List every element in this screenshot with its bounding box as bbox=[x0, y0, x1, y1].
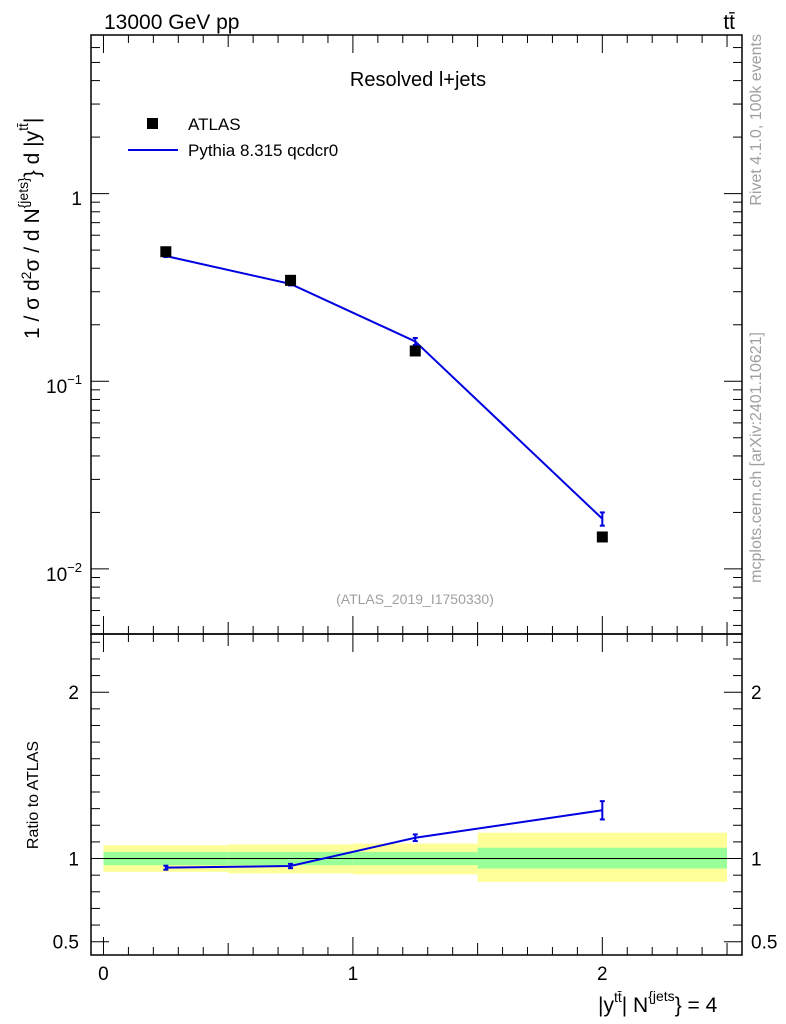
ratio-line bbox=[165, 809, 603, 869]
side-label-rivet: Rivet 4.1.0, 100k events bbox=[748, 34, 765, 206]
ratio-y-tick-label-right: 0.5 bbox=[751, 933, 777, 954]
legend-atlas-label: ATLAS bbox=[188, 115, 241, 134]
ratio-y-tick-label-left: 0.5 bbox=[53, 933, 79, 954]
legend-pythia-label: Pythia 8.315 qcdcr0 bbox=[188, 141, 338, 160]
x-tick-label: 1 bbox=[348, 964, 359, 985]
ratio-y-tick-label-left: 1 bbox=[68, 850, 79, 871]
header-right: tt̄ bbox=[723, 11, 735, 34]
ratio-y-tick-label-left: 2 bbox=[68, 683, 79, 704]
atlas-data-point bbox=[285, 274, 297, 286]
background-layer bbox=[103, 832, 728, 882]
plot-title: Resolved l+jets bbox=[350, 69, 486, 91]
atlas-data-point bbox=[596, 531, 608, 543]
x-tick-label: 0 bbox=[98, 964, 109, 985]
side-label-mcplots: mcplots.cern.ch [arXiv:2401.10621] bbox=[748, 332, 765, 583]
y-tick-label-0.1: 10−1 bbox=[46, 372, 82, 398]
ratio-y-tick-label-right: 1 bbox=[751, 850, 762, 871]
ratio-ylabel: Ratio to ATLAS bbox=[25, 741, 42, 849]
main-ylabel: 1 / σ d2σ / d N{jets}} d |ytt̄| bbox=[15, 118, 44, 339]
chart-marks: 0 1 2 0.5 0.5 1 1 2 2 bbox=[53, 34, 777, 985]
x-axis-label: |ytt̄| N{jets} = 4 bbox=[598, 988, 718, 1017]
y-tick-label-1: 1 bbox=[71, 189, 82, 210]
ratio-frame bbox=[90, 633, 743, 956]
atlas-data-point bbox=[409, 345, 421, 357]
x-tick-label: 2 bbox=[597, 964, 608, 985]
ratio-y-tick-label-right: 2 bbox=[751, 683, 762, 704]
atlas-data-point bbox=[160, 246, 172, 258]
analysis-label: (ATLAS_2019_I1750330) bbox=[336, 591, 494, 607]
legend-atlas-marker bbox=[147, 118, 158, 129]
header-left: 13000 GeV pp bbox=[104, 11, 239, 34]
pythia-line bbox=[165, 255, 604, 520]
y-tick-label-0.01: 10−2 bbox=[46, 560, 82, 586]
